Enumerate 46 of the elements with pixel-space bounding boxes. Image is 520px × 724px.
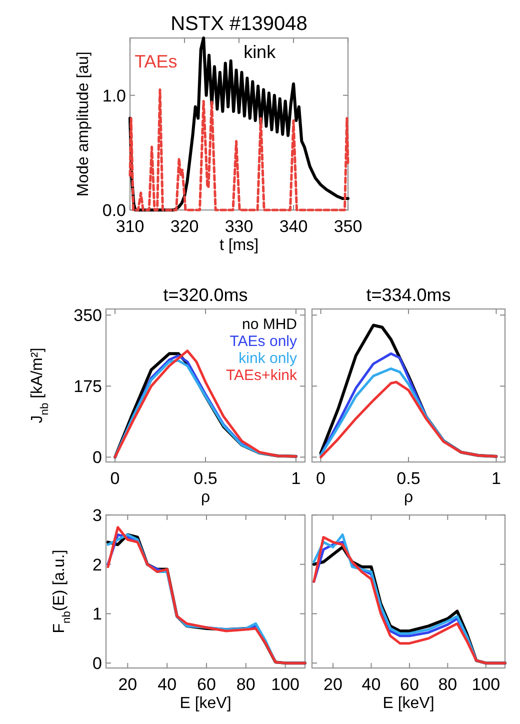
series-label: kink [244, 42, 277, 62]
x-tick-label: 320 [170, 217, 199, 236]
x-tick-label: 20 [324, 675, 342, 694]
chart-title: t=334.0ms [366, 285, 451, 305]
x-tick-label: 60 [197, 675, 216, 694]
x-tick-label: 340 [279, 217, 308, 236]
x-tick-label: 100 [271, 675, 300, 694]
x-tick-label: 20 [118, 675, 138, 694]
x-tick-label: 80 [438, 675, 458, 694]
line-series [128, 36, 350, 212]
x-axis-title: t [ms] [219, 237, 259, 254]
text: kink only [238, 350, 298, 367]
text: no MHD [242, 316, 298, 333]
y-tick-label: 175 [74, 377, 102, 396]
x-tick-label: 60 [400, 675, 419, 694]
x-tick-label: 80 [236, 675, 256, 694]
x-axis-title: E [keV] [382, 695, 434, 712]
chart-title: NSTX #139048 [170, 13, 308, 35]
x-axis-title: ρ [200, 489, 210, 506]
x-tick-label: 0.5 [396, 469, 420, 488]
series-label: TAEs+kink [226, 367, 298, 384]
chart-title: t=320.0ms [163, 285, 248, 305]
y-tick-label: 0 [92, 448, 102, 468]
text: TAEs only [230, 333, 298, 350]
x-tick-label: 0.5 [194, 469, 218, 488]
y-tick-label: 3 [92, 506, 102, 525]
y-tick-label: 1.0 [102, 86, 126, 106]
x-axis-title: ρ [404, 489, 414, 506]
x-tick-label: 1 [491, 469, 501, 488]
series-label: TAEs [134, 52, 178, 72]
y-tick-label: 1 [92, 604, 102, 624]
x-tick-label: 40 [362, 675, 381, 694]
x-tick-label: 1 [291, 469, 301, 488]
x-tick-label: 310 [116, 217, 144, 236]
x-tick-label: 330 [224, 217, 254, 236]
x-tick-label: 350 [334, 217, 362, 236]
x-tick-label: 100 [472, 675, 500, 694]
line-series [128, 88, 350, 212]
y-tick-label: 0.0 [102, 201, 126, 220]
x-axis-title: E [keV] [180, 695, 232, 712]
y-tick-label: 0 [92, 654, 102, 674]
x-tick-label: 40 [158, 675, 177, 694]
y-axis-title: Mode amplitude [au] [75, 52, 92, 196]
y-tick-label: 2 [92, 555, 102, 574]
y-tick-label: 350 [74, 306, 102, 326]
x-tick-label: 0 [316, 469, 326, 488]
